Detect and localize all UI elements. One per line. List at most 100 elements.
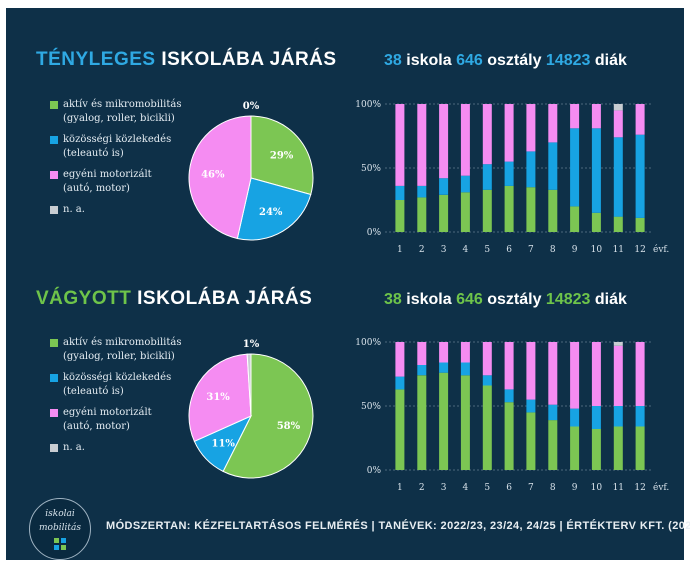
pie-value-label: 58% (277, 421, 301, 432)
bar-segment (526, 151, 536, 188)
legend-sub: (gyalog, roller, bicikli) (63, 113, 175, 124)
bar-segment (526, 104, 536, 152)
bar-segment (548, 104, 558, 143)
bar-segment (460, 362, 470, 376)
bar-segment (417, 197, 427, 232)
bar-segment (395, 104, 405, 186)
x-tick-label: 6 (506, 483, 512, 493)
bar-segment (526, 342, 536, 400)
pie-value-label: 24% (259, 207, 283, 218)
y-tick-label: 50% (361, 164, 381, 174)
x-tick-label: 1 (397, 245, 403, 255)
pie-na-label: 0% (243, 101, 260, 112)
bar-segment (439, 372, 449, 470)
bar-segment (635, 104, 645, 135)
x-tick-label: 12 (634, 483, 645, 493)
x-tick-label: 11 (613, 483, 624, 493)
bar-segment (504, 104, 514, 162)
bar-segment (548, 404, 558, 421)
legend-item-public: közösségi közlekedés (teleautó is) (50, 371, 220, 399)
pie-value-label: 11% (211, 439, 235, 450)
bar-segment (417, 375, 427, 470)
bar-segment (635, 406, 645, 427)
legend-swatch (50, 101, 58, 109)
legend-item-na: n. a. (50, 441, 220, 455)
bar-segment (591, 128, 601, 213)
bar-segment (570, 104, 580, 129)
pie-chart-desired: 58% 11% 31% 1% (188, 339, 314, 479)
x-tick-label: 4 (463, 245, 469, 255)
legend-label: egyéni motorizált (63, 169, 152, 180)
legend-sub: (teleautó is) (63, 148, 124, 159)
bar-segment (613, 345, 623, 406)
x-tick-label: 9 (572, 483, 578, 493)
bar-segment (417, 365, 427, 376)
pie-slice (246, 353, 252, 417)
bar-segment (570, 408, 580, 427)
x-tick-label: 1 (397, 483, 403, 493)
legend-sub: (autó, motor) (63, 183, 130, 194)
legend-label: aktív és mikromobilitás (63, 99, 182, 110)
bar-segment (635, 426, 645, 470)
legend-label: aktív és mikromobilitás (63, 337, 182, 348)
y-tick-label: 0% (367, 466, 382, 476)
bar-segment (591, 104, 601, 129)
title-highlight: VÁGYOTT (36, 288, 132, 309)
bar-segment (526, 412, 536, 470)
y-tick-label: 100% (355, 100, 381, 110)
infographic-panel: TÉNYLEGES ISKOLÁBA JÁRÁS 38 iskola 646 o… (6, 8, 690, 560)
legend-sub: (autó, motor) (63, 421, 130, 432)
legend-label: n. a. (63, 204, 85, 215)
legend-swatch (50, 444, 58, 452)
legend-swatch (50, 206, 58, 214)
bar-segment (526, 187, 536, 232)
x-tick-label: 10 (591, 483, 603, 493)
bar-segment (460, 192, 470, 232)
bar-segment (613, 406, 623, 427)
bar-segment (613, 137, 623, 217)
logo-line1: iskolai (45, 509, 75, 519)
bar-segment (635, 217, 645, 232)
pie-slice (236, 177, 312, 241)
schools-count: 38 (384, 52, 402, 69)
title-highlight: TÉNYLEGES (36, 49, 156, 70)
bar-segment (482, 342, 492, 376)
pie-slice (188, 353, 252, 442)
bar-segment (395, 185, 405, 200)
x-tick-label: 2 (419, 483, 425, 493)
x-axis-suffix: évf. (653, 244, 669, 255)
bar-segment (613, 216, 623, 232)
bar-segment (504, 402, 514, 470)
stats-desired: 38 iskola 646 osztály 14823 diák (384, 291, 627, 309)
bar-segment (417, 104, 427, 186)
legend-item-active: aktív és mikromobilitás (gyalog, roller, … (50, 98, 220, 126)
x-tick-label: 4 (463, 483, 469, 493)
bar-segment (395, 376, 405, 390)
legend-item-private: egyéni motorizált (autó, motor) (50, 406, 220, 434)
bar-segment (460, 375, 470, 470)
x-tick-label: 7 (528, 483, 534, 493)
legend-label: közösségi közlekedés (63, 372, 172, 383)
bar-segment (482, 189, 492, 232)
legend-label: n. a. (63, 442, 85, 453)
x-tick-label: 7 (528, 245, 534, 255)
legend-item-private: egyéni motorizált (autó, motor) (50, 168, 220, 196)
bar-segment (460, 104, 470, 176)
students-label: diák (594, 291, 627, 308)
schools-label: iskola (406, 52, 452, 69)
bar-segment (482, 375, 492, 386)
section-title-desired: VÁGYOTT ISKOLÁBA JÁRÁS (36, 288, 312, 310)
x-tick-label: 10 (591, 245, 603, 255)
bar-segment (395, 342, 405, 377)
bar-segment (570, 206, 580, 232)
bar-segment (613, 426, 623, 470)
bar-segment (570, 342, 580, 409)
bar-segment (417, 342, 427, 365)
legend-swatch (50, 409, 58, 417)
bar-segment (635, 342, 645, 406)
bar-segment (439, 104, 449, 179)
legend-sub: (teleautó is) (63, 386, 124, 397)
classes-count: 646 (456, 291, 483, 308)
bar-segment (526, 399, 536, 413)
x-tick-label: 8 (550, 483, 556, 493)
